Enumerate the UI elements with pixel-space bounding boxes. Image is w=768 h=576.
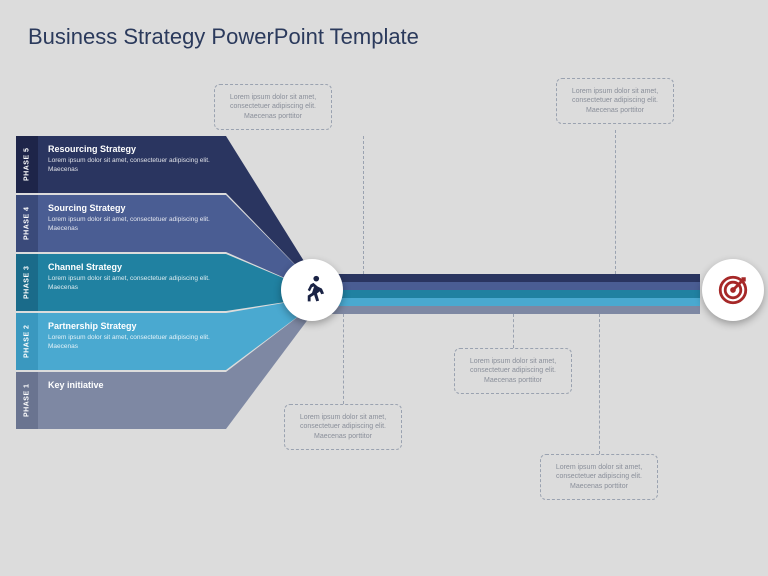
phase-title: Sourcing Strategy [48, 203, 216, 213]
callout: Lorem ipsum dolor sit amet, consectetuer… [540, 454, 658, 500]
phase-body: Channel Strategy Lorem ipsum dolor sit a… [38, 254, 226, 311]
phase-body: Partnership Strategy Lorem ipsum dolor s… [38, 313, 226, 370]
phase-tab: PHASE 3 [16, 254, 38, 311]
phase-desc: Lorem ipsum dolor sit amet, consectetuer… [48, 216, 216, 234]
phase-body: Resourcing Strategy Lorem ipsum dolor si… [38, 136, 226, 193]
timeline-band [312, 290, 700, 298]
phase-desc: Lorem ipsum dolor sit amet, consectetuer… [48, 275, 216, 293]
callout: Lorem ipsum dolor sit amet, consectetuer… [454, 348, 572, 394]
phase-body: Sourcing Strategy Lorem ipsum dolor sit … [38, 195, 226, 252]
phase-title: Key initiative [48, 380, 216, 390]
phase-row: PHASE 5 Resourcing Strategy Lorem ipsum … [16, 136, 226, 193]
phase-title: Channel Strategy [48, 262, 216, 272]
phase-desc: Lorem ipsum dolor sit amet, consectetuer… [48, 334, 216, 352]
phase-row: PHASE 4 Sourcing Strategy Lorem ipsum do… [16, 195, 226, 252]
phase-body: Key initiative [38, 372, 226, 429]
callout-connector [343, 314, 344, 404]
callout-connector [615, 130, 616, 274]
callout: Lorem ipsum dolor sit amet, consectetuer… [214, 84, 332, 130]
phase-title: Partnership Strategy [48, 321, 216, 331]
phase-title: Resourcing Strategy [48, 144, 216, 154]
phase-row: PHASE 2 Partnership Strategy Lorem ipsum… [16, 313, 226, 370]
runner-icon [295, 273, 329, 307]
phase-tab: PHASE 5 [16, 136, 38, 193]
target-icon [716, 273, 750, 307]
phase-tab: PHASE 2 [16, 313, 38, 370]
timeline-band [312, 282, 700, 290]
phase-desc: Lorem ipsum dolor sit amet, consectetuer… [48, 157, 216, 175]
start-circle [281, 259, 343, 321]
end-circle [702, 259, 764, 321]
timeline-band [312, 306, 700, 314]
timeline-band [312, 298, 700, 306]
callout: Lorem ipsum dolor sit amet, consectetuer… [556, 78, 674, 124]
phase-tab: PHASE 1 [16, 372, 38, 429]
timeline-band [312, 274, 700, 282]
callout: Lorem ipsum dolor sit amet, consectetuer… [284, 404, 402, 450]
phase-row: PHASE 3 Channel Strategy Lorem ipsum dol… [16, 254, 226, 311]
phase-tab: PHASE 4 [16, 195, 38, 252]
callout-connector [599, 314, 600, 454]
phase-list: PHASE 5 Resourcing Strategy Lorem ipsum … [16, 136, 226, 431]
callout-connector [513, 314, 514, 348]
page-title: Business Strategy PowerPoint Template [28, 24, 419, 50]
phase-row: PHASE 1 Key initiative [16, 372, 226, 429]
callout-connector [363, 136, 364, 274]
